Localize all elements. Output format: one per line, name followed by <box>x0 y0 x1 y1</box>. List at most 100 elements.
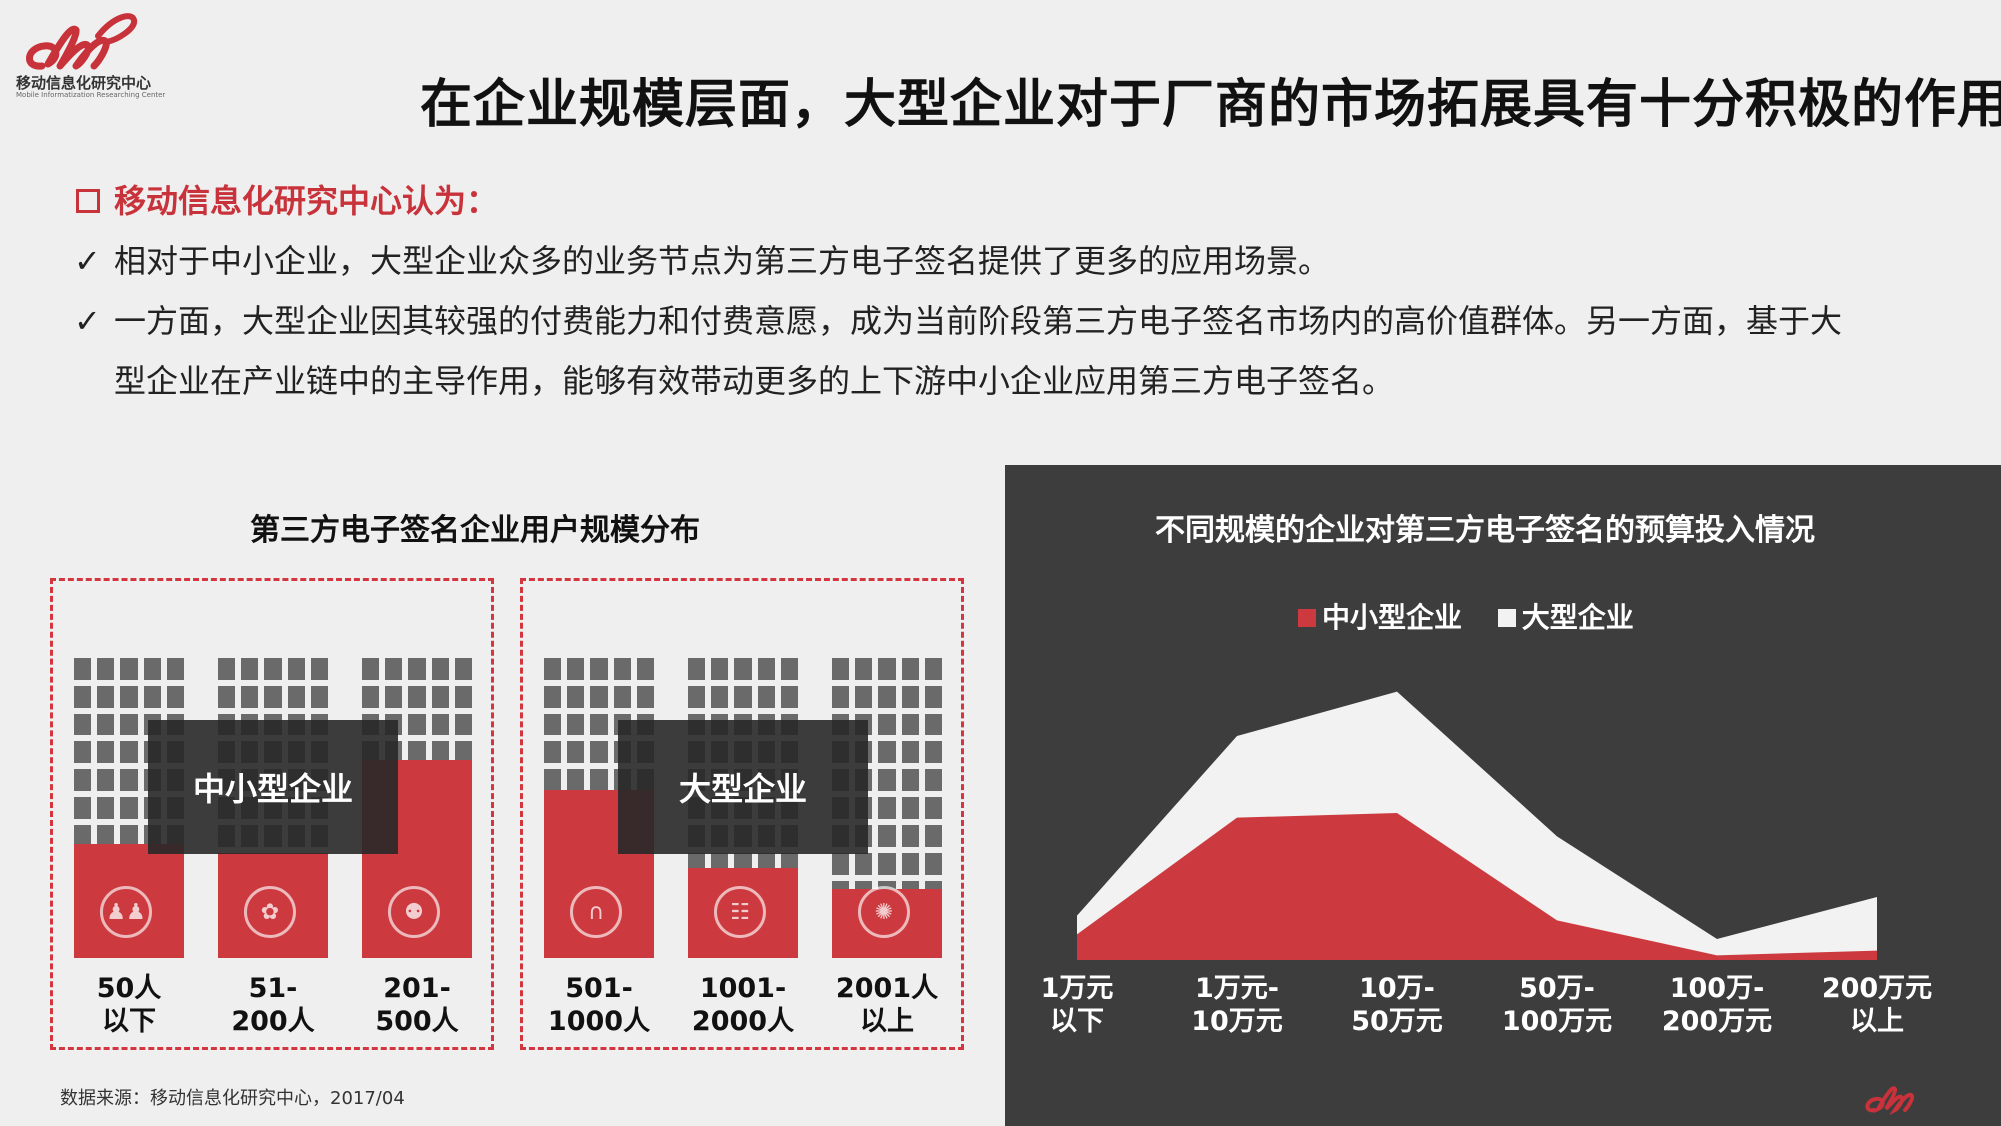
legend-swatch-red <box>1298 609 1316 627</box>
unit-cell <box>924 713 942 736</box>
unit-cell <box>362 658 380 680</box>
unit-cell <box>590 685 608 708</box>
bar-label-line: 1000人 <box>547 1006 651 1037</box>
unit-cell <box>734 685 752 708</box>
unit-cell <box>431 658 449 680</box>
unit-cell <box>97 658 115 680</box>
unit-cell <box>74 741 92 764</box>
unit-cell <box>734 658 752 680</box>
unit-cell <box>218 658 236 680</box>
unit-cell <box>878 658 896 680</box>
group-box-large <box>520 578 964 1050</box>
bullet-1-text: 相对于中小企业，大型企业众多的业务节点为第三方电子签名提供了更多的应用场景。 <box>114 242 1331 280</box>
bar-label-4: 501- 1000人 <box>529 972 669 1038</box>
unit-cell <box>613 658 631 680</box>
unit-cell <box>408 658 426 680</box>
unit-cell <box>878 852 896 875</box>
unit-cell <box>264 685 282 708</box>
legend-item-sme: 中小型企业 <box>1298 596 1462 636</box>
x-tick-label-line: 10万- <box>1359 973 1435 1004</box>
unit-cell <box>901 852 919 875</box>
legend-swatch-white <box>1497 609 1516 627</box>
unit-cell <box>878 797 896 819</box>
x-tick-label-line: 以下 <box>1050 1006 1104 1037</box>
unit-cell <box>408 713 426 736</box>
unit-cell <box>143 658 161 680</box>
bar-label-line: 201- <box>383 973 451 1004</box>
unit-cell <box>567 741 585 764</box>
unit-cell <box>74 824 92 847</box>
x-tick-label-line: 100万元 <box>1501 1006 1613 1037</box>
unit-cell <box>924 685 942 708</box>
unit-cell <box>431 713 449 736</box>
unit-cell <box>901 685 919 708</box>
unit-cell <box>385 658 403 680</box>
unit-cell <box>544 658 562 680</box>
unit-cell <box>287 685 305 708</box>
unit-cell <box>408 741 426 764</box>
unit-cell <box>385 685 403 708</box>
left-chart-title: 第三方电子签名企业用户规模分布 <box>250 513 700 548</box>
bullet-2-text-line2: 型企业在产业链中的主导作用，能够有效带动更多的上下游中小企业应用第三方电子签名。 <box>114 362 1395 400</box>
bullet-1: ✓ 相对于中小企业，大型企业众多的业务节点为第三方电子签名提供了更多的应用场景。 <box>74 236 1330 282</box>
bar-label-6: 2001人 以上 <box>817 972 957 1038</box>
bar-column-1: ♟♟ <box>74 658 184 958</box>
unit-cell <box>590 713 608 736</box>
bar-label-line: 1001- <box>699 973 787 1004</box>
bar-label-line: 51- <box>248 973 298 1004</box>
unit-cell <box>567 658 585 680</box>
unit-cell <box>901 797 919 819</box>
bar-label-5: 1001- 2000人 <box>673 972 813 1038</box>
opinion-heading-text: 移动信息化研究中心认为： <box>114 182 499 220</box>
unit-cell <box>74 769 92 792</box>
team-icon: ✿ <box>244 886 296 938</box>
unit-cell <box>544 741 562 764</box>
unit-cell <box>431 741 449 764</box>
unit-cell <box>636 658 654 680</box>
unit-cell <box>544 713 562 736</box>
x-tick-label-3: 10万- 50万元 <box>1322 972 1472 1038</box>
unit-cell <box>832 658 850 680</box>
unit-cell <box>264 658 282 680</box>
x-tick-label-line: 200万元 <box>1821 973 1933 1004</box>
unit-cell <box>74 658 92 680</box>
bar-label-line: 2000人 <box>691 1006 795 1037</box>
unit-cell <box>901 658 919 680</box>
unit-cell <box>855 852 873 875</box>
bullet-2: ✓ 一方面，大型企业因其较强的付费能力和付费意愿，成为当前阶段第三方电子签名市场内… <box>74 296 1842 342</box>
unit-cell <box>590 741 608 764</box>
unit-cell <box>711 658 729 680</box>
unit-cell <box>832 852 850 875</box>
x-tick-label-line: 100万- <box>1669 973 1765 1004</box>
x-tick-label-5: 100万- 200万元 <box>1642 972 1792 1038</box>
unit-cell <box>567 713 585 736</box>
unit-cell <box>120 769 138 792</box>
x-tick-label-4: 50万- 100万元 <box>1482 972 1632 1038</box>
unit-cell <box>711 685 729 708</box>
unit-cell <box>924 769 942 792</box>
unit-cell <box>310 658 328 680</box>
bar-label-line: 2001人 <box>835 973 939 1004</box>
bullet-2-text-line1: 一方面，大型企业因其较强的付费能力和付费意愿，成为当前阶段第三方电子签名市场内的… <box>114 302 1843 340</box>
unit-cell <box>74 713 92 736</box>
unit-cell <box>287 658 305 680</box>
check-icon: ✓ <box>74 302 101 340</box>
bar-label-line: 501- <box>565 973 633 1004</box>
square-bullet-icon <box>76 189 100 213</box>
unit-cell <box>544 769 562 792</box>
unit-cell <box>901 769 919 792</box>
bar-label-line: 500人 <box>375 1006 459 1037</box>
unit-cell <box>97 741 115 764</box>
unit-cell <box>832 685 850 708</box>
area-series-sme <box>1077 813 1877 960</box>
group-box-small-medium <box>50 578 494 1050</box>
unit-cell <box>901 741 919 764</box>
unit-cell <box>74 685 92 708</box>
unit-cell <box>757 685 775 708</box>
x-tick-label-6: 200万元 以上 <box>1802 972 1952 1038</box>
page-title: 在企业规模层面，大型企业对于厂商的市场拓展具有十分积极的作用 <box>420 75 2001 135</box>
network-icon: ✺ <box>858 886 910 938</box>
unit-cell <box>613 685 631 708</box>
bar-label-1: 50人 以下 <box>59 972 199 1038</box>
legend-item-large: 大型企业 <box>1497 596 1634 636</box>
